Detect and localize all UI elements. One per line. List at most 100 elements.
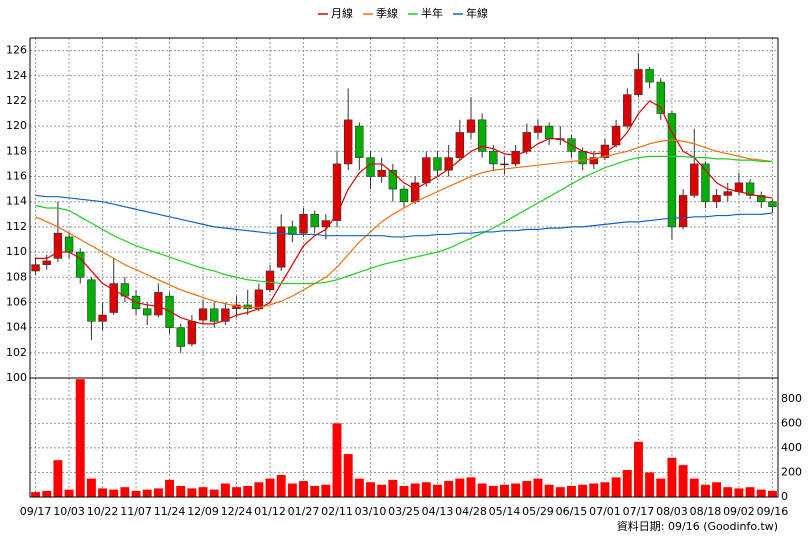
- volume-bar: [767, 490, 777, 497]
- volume-bar: [120, 487, 130, 497]
- candle-body: [221, 308, 230, 322]
- y-tick-label: 110: [6, 245, 27, 258]
- volume-bar: [589, 483, 599, 497]
- volume-bar: [254, 482, 264, 497]
- volume-bar: [533, 478, 543, 497]
- plot-frame: [29, 37, 779, 498]
- x-tick-label: 12/09: [187, 505, 219, 518]
- volume-bar: [656, 478, 666, 497]
- volume-bar: [131, 490, 141, 497]
- volume-bar: [153, 488, 163, 497]
- candle-body: [533, 125, 543, 133]
- volume-bar: [712, 482, 722, 497]
- y-tick-label: 116: [6, 170, 27, 183]
- candle-body: [701, 163, 710, 203]
- volume-bar: [377, 484, 387, 497]
- y-tick-label: 104: [6, 321, 27, 334]
- volume-bar: [232, 487, 242, 497]
- candle-body: [578, 151, 587, 165]
- x-tick-label: 05/29: [522, 505, 554, 518]
- volume-bar: [466, 477, 476, 497]
- volume-bar: [343, 454, 353, 497]
- volume-bar: [756, 489, 766, 497]
- volume-bar: [42, 490, 52, 497]
- y-tick-label: 122: [6, 94, 27, 107]
- candle-body: [600, 144, 610, 158]
- y-tick-label: 126: [6, 44, 27, 57]
- candle-body: [734, 182, 744, 192]
- x-tick-label: 07/01: [589, 505, 621, 518]
- candle-body: [399, 188, 409, 203]
- volume-bar: [455, 478, 465, 497]
- candle-body: [332, 163, 342, 221]
- volume-bar: [198, 487, 208, 497]
- candle-body: [645, 69, 654, 83]
- volume-bar: [98, 488, 108, 497]
- source-note: 資料日期: 09/16 (Goodinfo.tw): [617, 519, 778, 533]
- y2-tick-label: 800: [781, 392, 802, 405]
- candle-body: [466, 119, 476, 133]
- candle-body: [276, 226, 286, 268]
- x-tick-label: 08/03: [656, 505, 688, 518]
- candle-body: [154, 292, 163, 316]
- legend-label: 年線: [466, 6, 488, 20]
- y-tick-label: 118: [6, 144, 27, 157]
- candle-body: [355, 125, 364, 158]
- x-tick-label: 01/27: [288, 505, 320, 518]
- y-tick-label: 100: [6, 371, 27, 384]
- y2-tick-label: 600: [781, 416, 802, 429]
- volume-bar: [600, 482, 610, 497]
- candle-body: [589, 157, 598, 165]
- volume-bar: [645, 472, 655, 497]
- candle-body: [477, 119, 487, 152]
- x-tick-label: 06/15: [556, 505, 588, 518]
- volume-bar: [354, 478, 364, 497]
- volume-bar: [566, 485, 576, 497]
- volume-bar: [321, 484, 331, 497]
- legend-label: 季線: [376, 6, 398, 20]
- x-tick-label: 08/18: [690, 505, 722, 518]
- volume-bar: [745, 487, 755, 497]
- candle-body: [299, 213, 308, 234]
- volume-bar: [622, 470, 632, 497]
- volume-bar: [165, 479, 175, 497]
- volume-bar: [86, 478, 96, 497]
- candle-body: [176, 327, 185, 347]
- candle-body: [422, 157, 431, 184]
- volume-bar: [287, 483, 297, 497]
- candle-body: [254, 289, 264, 310]
- candle-body: [690, 163, 699, 196]
- volume-bar: [500, 484, 509, 497]
- volume-bar: [265, 478, 275, 497]
- x-tick-label: 12/24: [221, 505, 253, 518]
- x-tick-label: 03/10: [355, 505, 387, 518]
- candle-body: [64, 236, 74, 253]
- volume-bar: [31, 492, 41, 497]
- volume-bar: [689, 478, 699, 497]
- volume-bar: [53, 460, 63, 497]
- candle-body: [265, 270, 275, 291]
- candle-body: [667, 113, 677, 228]
- x-tick-label: 02/11: [321, 505, 353, 518]
- volume-bar: [388, 479, 398, 497]
- volume-bar: [477, 483, 487, 497]
- candle-body: [310, 213, 319, 228]
- candle-body: [187, 321, 197, 345]
- legend-label: 半年: [421, 6, 443, 20]
- candle-body: [511, 151, 520, 165]
- y-tick-label: 124: [6, 69, 27, 82]
- candle-body: [544, 125, 554, 140]
- candle-body: [489, 151, 498, 165]
- x-tick-label: 09/02: [723, 505, 755, 518]
- moving-average-line: [35, 139, 773, 309]
- x-tick-label: 11/24: [154, 505, 186, 518]
- volume-bar: [187, 488, 197, 497]
- x-tick-label: 10/03: [53, 505, 85, 518]
- y-tick-label: 108: [6, 270, 27, 283]
- volume-bar: [276, 474, 286, 497]
- candle-body: [522, 132, 532, 152]
- volume-bar: [433, 484, 442, 497]
- volume-bar: [511, 483, 521, 497]
- volume-bar: [109, 489, 119, 497]
- candle-body: [98, 314, 107, 322]
